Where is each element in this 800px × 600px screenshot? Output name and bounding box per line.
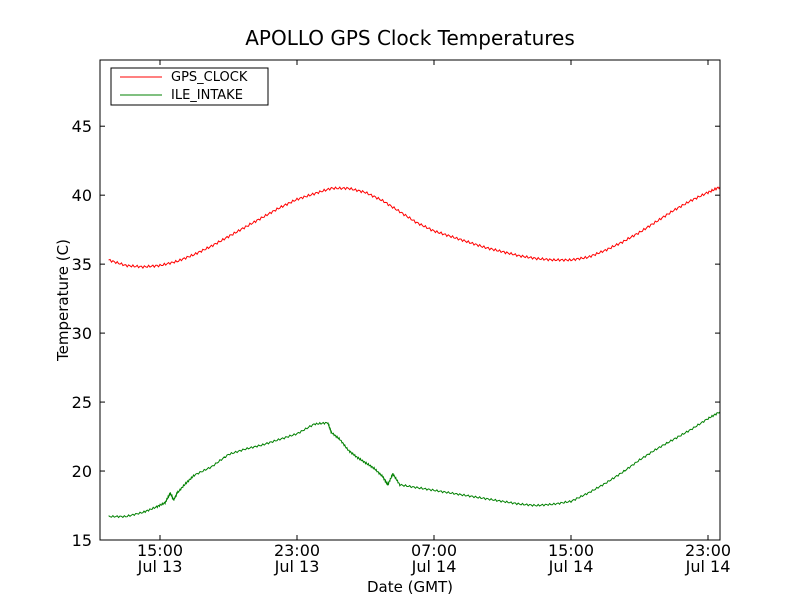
series-layer [108,186,721,519]
y-tick-label: 45 [72,117,92,136]
chart-title: APOLLO GPS Clock Temperatures [245,26,575,50]
x-tick-time-label: 15:00 [548,541,594,560]
series-line-gps-clock [108,186,721,269]
x-tick-date-label: Jul 13 [137,557,183,576]
legend-label-ile-intake: ILE_INTAKE [171,88,243,103]
series-line-ile-intake [108,411,721,519]
x-tick-date-label: Jul 13 [274,557,320,576]
x-tick-date-label: Jul 14 [548,557,594,576]
y-tick-label: 20 [72,462,92,481]
y-axis-label: Temperature (C) [54,239,72,362]
y-tick-label: 15 [72,531,92,550]
x-tick-time-label: 07:00 [411,541,457,560]
x-tick-time-label: 23:00 [685,541,731,560]
y-tick-label: 35 [72,255,92,274]
x-axis-label: Date (GMT) [367,578,453,596]
x-tick-time-label: 23:00 [274,541,320,560]
legend-box [110,67,269,106]
legend-label-gps-clock: GPS_CLOCK [171,70,248,85]
x-tick-date-label: Jul 14 [411,557,457,576]
legend: GPS_CLOCK ILE_INTAKE [110,67,269,106]
plot-frame [99,59,721,541]
y-tick-label: 30 [72,324,92,343]
y-tick-label: 25 [72,393,92,412]
y-tick-label: 40 [72,186,92,205]
x-tick-date-label: Jul 14 [685,557,731,576]
x-tick-time-label: 15:00 [137,541,183,560]
